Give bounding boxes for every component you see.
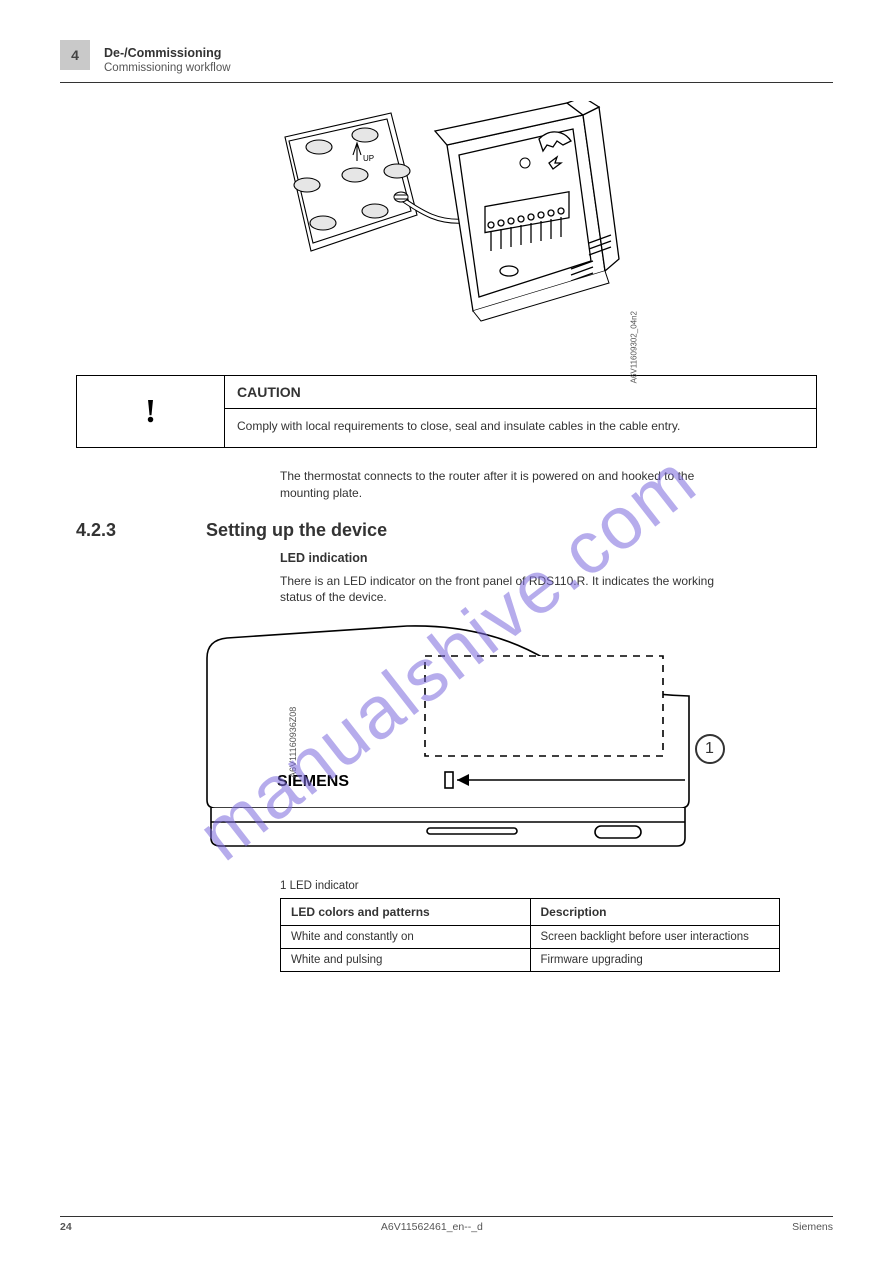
section-title-423: Setting up the device <box>206 520 387 541</box>
led-paragraph: There is an LED indicator on the front p… <box>280 573 743 607</box>
led-cell: White and pulsing <box>281 949 531 972</box>
exclamation-icon: ! <box>145 393 156 431</box>
header-text: De-/Commissioning Commissioning workflow <box>104 40 231 74</box>
table-row: White and pulsing Firmware upgrading <box>281 949 780 972</box>
led-table-col2-header: Description <box>530 899 780 926</box>
page-footer: 24 A6V11562461_en--_d Siemens <box>60 1216 833 1233</box>
led-cell: Firmware upgrading <box>530 949 780 972</box>
caution-body: Comply with local requirements to close,… <box>225 409 816 447</box>
header-title-2: Commissioning workflow <box>104 62 231 74</box>
led-table: LED colors and patterns Description Whit… <box>280 898 780 972</box>
caution-box: ! CAUTION Comply with local requirements… <box>76 375 817 448</box>
callout-1: 1 <box>695 734 725 764</box>
callout-1-number: 1 <box>705 740 714 758</box>
footer-company: Siemens <box>792 1221 833 1233</box>
page-number: 24 <box>60 1221 72 1233</box>
led-cell: Screen backlight before user interaction… <box>530 926 780 949</box>
doc-code: A6V11562461_en--_d <box>381 1221 483 1233</box>
figure-2-code: A6V11160936Z08 <box>288 707 298 778</box>
device-front-illustration: SIEMENS <box>187 622 707 862</box>
svg-text:UP: UP <box>363 154 374 163</box>
led-table-col1-header: LED colors and patterns <box>281 899 531 926</box>
table-row: White and constantly on Screen backlight… <box>281 926 780 949</box>
figure-2-legend: 1 LED indicator <box>280 880 833 892</box>
connect-paragraph: The thermostat connects to the router af… <box>280 468 733 502</box>
figure-2-container: SIEMENS 1 A6V11160936Z08 <box>60 622 833 862</box>
led-cell: White and constantly on <box>281 926 531 949</box>
section-number-423: 4.2.3 <box>76 520 116 541</box>
caution-heading: CAUTION <box>225 376 816 409</box>
section-number-box: 4 <box>60 40 90 70</box>
figure-1-container: UP <box>60 101 833 361</box>
section-number: 4 <box>71 47 79 63</box>
section-4-2-3-heading: 4.2.3 Setting up the device <box>76 520 833 541</box>
mounting-illustration: UP <box>267 101 627 361</box>
figure-2: SIEMENS 1 <box>187 622 707 862</box>
figure-1-code: A6V11609302_04n2 <box>630 311 639 383</box>
page-header: 4 De-/Commissioning Commissioning workfl… <box>60 40 833 83</box>
header-title-1: De-/Commissioning <box>104 46 231 60</box>
figure-1: UP <box>267 101 627 361</box>
caution-icon: ! <box>77 376 225 447</box>
led-subheading: LED indication <box>280 551 833 565</box>
